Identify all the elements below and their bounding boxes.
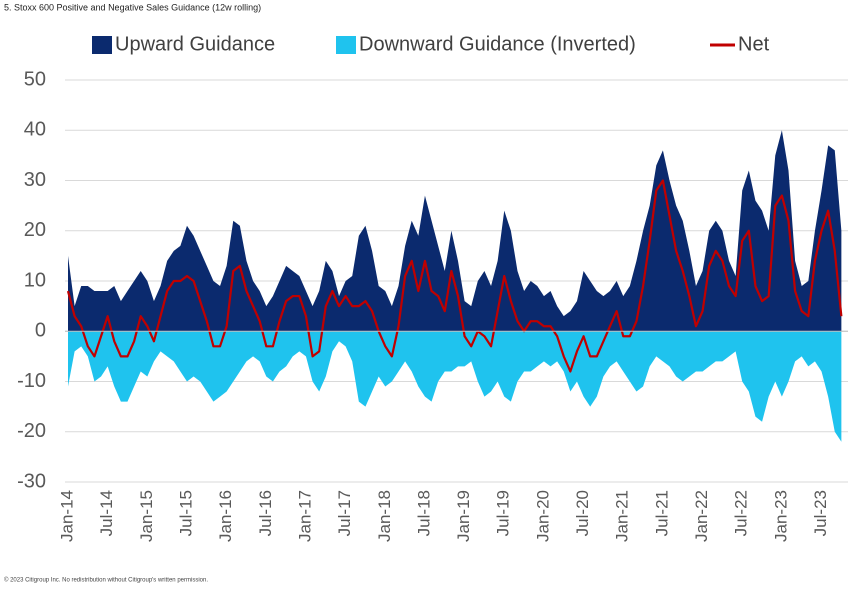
x-tick-label: Jan-16 <box>216 490 235 542</box>
legend-swatch <box>92 36 112 54</box>
x-tick-label: Jul-21 <box>652 490 671 536</box>
x-tick-label: Jul-18 <box>414 490 433 536</box>
x-tick-label: Jan-15 <box>137 490 156 542</box>
legend-label: Upward Guidance <box>115 33 275 55</box>
area <box>68 331 842 442</box>
y-tick-label: 0 <box>35 320 46 342</box>
legend-label: Downward Guidance (Inverted) <box>359 33 636 55</box>
y-tick-label: 40 <box>24 119 46 141</box>
x-tick-label: Jul-14 <box>97 490 116 536</box>
x-tick-label: Jul-19 <box>494 490 513 536</box>
y-tick-label: -20 <box>17 420 46 442</box>
source-note: © 2023 Citigroup Inc. No redistribution … <box>4 577 208 584</box>
y-tick-label: 50 <box>24 68 46 90</box>
y-tick-label: -10 <box>17 370 46 392</box>
x-tick-label: Jul-22 <box>732 490 751 536</box>
y-tick-label: 10 <box>24 269 46 291</box>
chart-title: 5. Stoxx 600 Positive and Negative Sales… <box>4 2 261 12</box>
y-tick-label: 30 <box>24 169 46 191</box>
x-tick-label: Jan-22 <box>692 490 711 542</box>
legend-label: Net <box>738 33 770 55</box>
x-tick-label: Jan-23 <box>771 490 790 542</box>
line <box>66 179 843 373</box>
x-tick-label: Jan-14 <box>57 490 76 542</box>
y-tick-label: 20 <box>24 219 46 241</box>
y-tick-label: -30 <box>17 470 46 492</box>
x-tick-label: Jan-17 <box>295 490 314 542</box>
x-tick-label: Jul-20 <box>573 490 592 536</box>
x-tick-label: Jan-20 <box>533 490 552 542</box>
x-tick-label: Jan-21 <box>613 490 632 542</box>
x-tick-label: Jul-17 <box>335 490 354 536</box>
x-tick-label: Jan-19 <box>454 490 473 542</box>
area <box>68 130 842 332</box>
x-tick-label: Jul-23 <box>811 490 830 536</box>
legend-swatch <box>336 36 356 54</box>
x-tick-label: Jul-15 <box>176 490 195 536</box>
x-tick-label: Jul-16 <box>256 490 275 536</box>
x-tick-label: Jan-18 <box>375 490 394 542</box>
